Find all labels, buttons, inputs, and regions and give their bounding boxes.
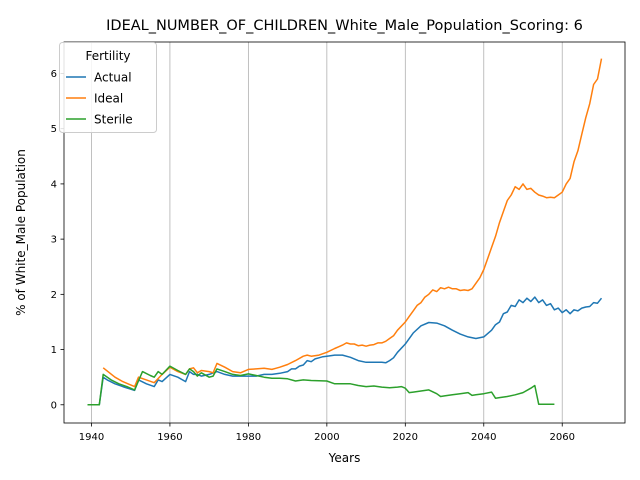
y-tick-label: 3 (51, 235, 57, 246)
y-tick-label: 1 (51, 345, 57, 356)
series-line-ideal (102, 58, 603, 388)
x-tick-label: 2020 (393, 432, 418, 443)
x-tick-label: 2060 (550, 432, 575, 443)
legend-label-sterile: Sterile (94, 113, 133, 127)
x-axis-label: Years (328, 451, 361, 465)
legend-label-actual: Actual (94, 71, 132, 85)
x-tick-label: 2000 (314, 432, 339, 443)
x-axis-ticks: 1940 1960 1980 2000 2020 2040 2060 (79, 423, 575, 443)
y-axis-label: % of White_Male Population (14, 149, 28, 316)
x-tick-label: 1960 (157, 432, 182, 443)
y-tick-label: 4 (51, 179, 57, 190)
series-line-actual (87, 296, 603, 406)
x-tick-label: 1940 (79, 432, 104, 443)
legend-title: Fertility (85, 49, 130, 63)
series-line-sterile (87, 365, 555, 406)
y-tick-label: 5 (51, 124, 57, 135)
legend: Fertility Actual Ideal Sterile (59, 42, 157, 133)
y-tick-label: 0 (51, 400, 57, 411)
y-tick-label: 6 (51, 69, 57, 80)
plot-frame (63, 41, 626, 424)
chart-title: IDEAL_NUMBER_OF_CHILDREN_White_Male_Popu… (106, 18, 583, 34)
y-tick-label: 2 (51, 290, 57, 301)
legend-label-ideal: Ideal (94, 92, 123, 106)
x-tick-label: 1980 (236, 432, 261, 443)
x-tick-label: 2040 (471, 432, 496, 443)
series-lines (87, 58, 603, 406)
legend-box (59, 42, 157, 133)
